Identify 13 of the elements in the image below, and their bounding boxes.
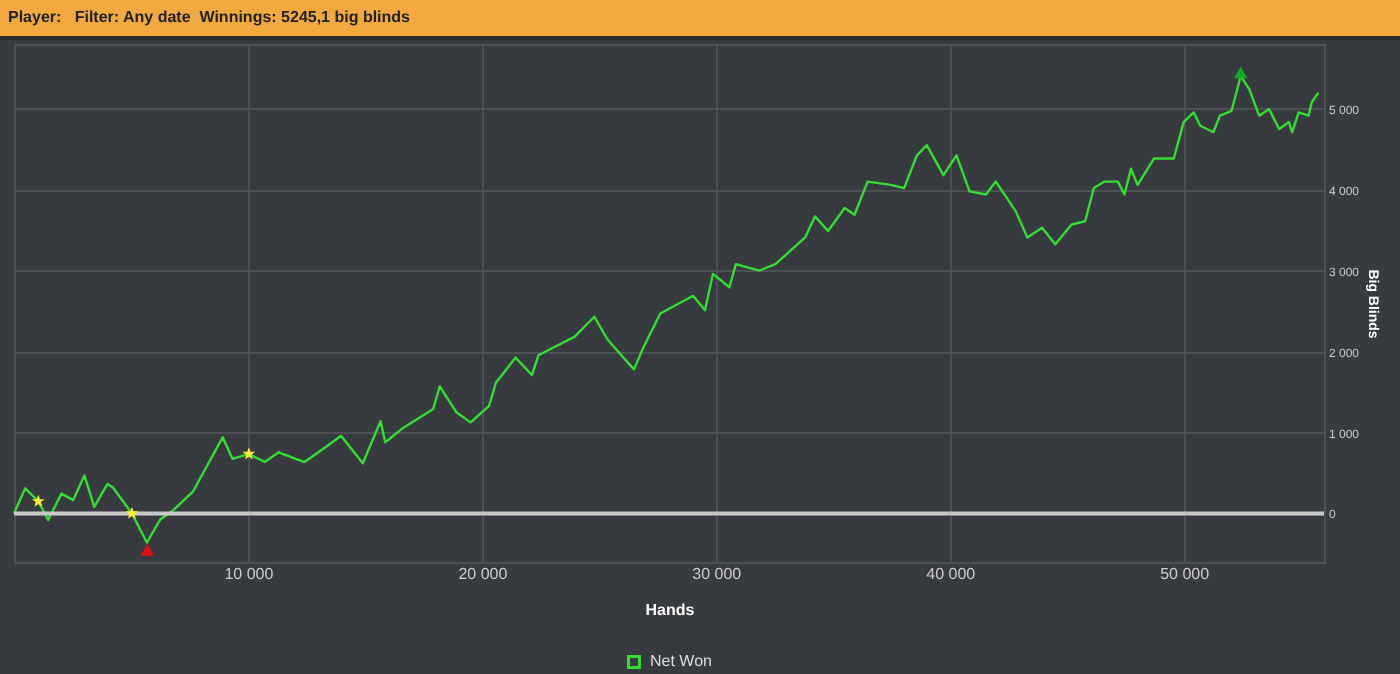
chart-title: Player: Filter: Any date Winnings: 5245,1 big blinds bbox=[0, 0, 1400, 40]
x-tick-label: 40 000 bbox=[926, 565, 977, 583]
point bbox=[242, 447, 256, 460]
point bbox=[140, 544, 155, 556]
x-axis-title: Hands bbox=[645, 601, 696, 619]
x-tick-label: 20 000 bbox=[458, 565, 509, 583]
x-tick-label: 30 000 bbox=[692, 565, 743, 583]
point bbox=[31, 494, 45, 507]
x-tick-label: 50 000 bbox=[1160, 565, 1211, 583]
x-tick-label: 10 000 bbox=[224, 565, 275, 583]
legend-label: Net Won bbox=[650, 652, 712, 670]
point bbox=[125, 506, 139, 519]
point bbox=[1234, 66, 1248, 79]
